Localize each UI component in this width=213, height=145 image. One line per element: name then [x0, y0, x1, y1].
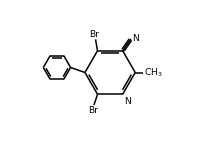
- Text: Br: Br: [89, 30, 99, 39]
- Text: N: N: [124, 97, 131, 106]
- Text: N: N: [132, 34, 139, 43]
- Text: Br: Br: [88, 106, 98, 115]
- Text: CH$_3$: CH$_3$: [144, 66, 162, 79]
